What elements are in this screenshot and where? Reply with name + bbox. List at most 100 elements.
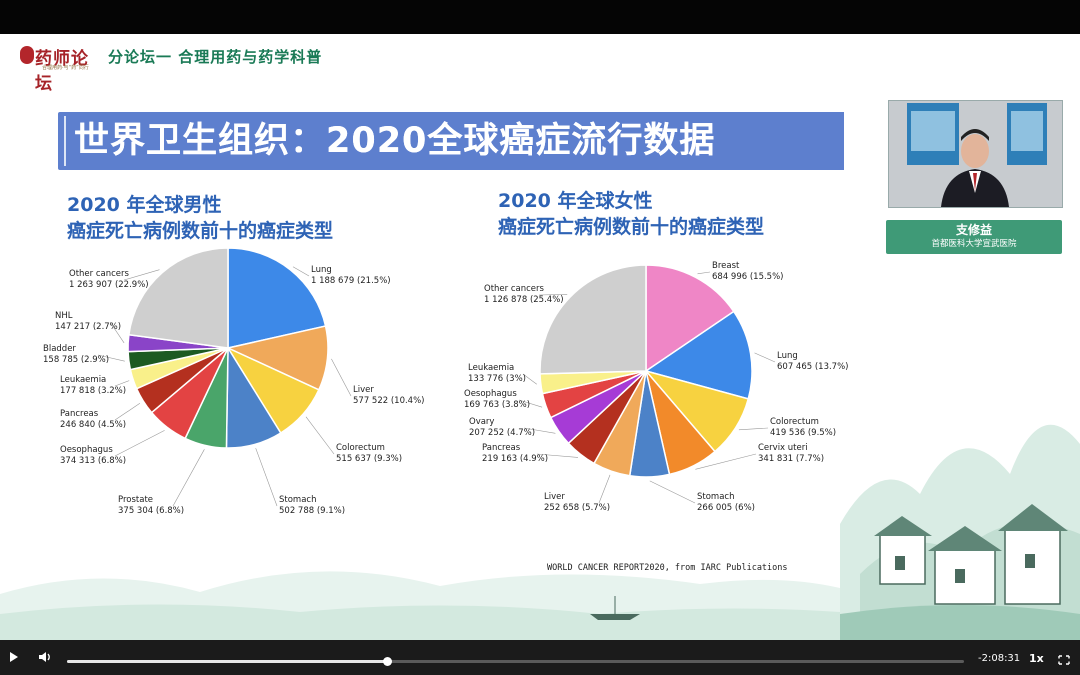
webcam-scene (889, 101, 1062, 207)
female-label-name: Cervix uteri (758, 443, 808, 453)
female-label-value: 266 005 (6%) (697, 503, 755, 513)
female-label-value: 684 996 (15.5%) (712, 272, 784, 282)
male-leader-line (305, 416, 335, 455)
female-label-name: Oesophagus (464, 389, 517, 399)
speaker-name: 支修益 (955, 223, 992, 237)
female-leader-line (598, 474, 611, 504)
male-label-name: Pancreas (60, 409, 99, 419)
logo-seal-icon (20, 46, 34, 64)
male-leader-line (109, 321, 125, 344)
video-controls: -2:08:31 1x (0, 640, 1080, 675)
female-leader-line (695, 453, 757, 470)
female-label-name: Lung (777, 351, 798, 361)
male-pie-slice-other-cancers (128, 247, 229, 349)
forum-logo: 药师论坛 合理用药·与“药”同行 (20, 44, 98, 94)
female-label-value: 169 763 (3.8%) (464, 400, 530, 410)
female-leader-line (536, 453, 579, 458)
female-pie-slice-other-cancers (539, 264, 647, 375)
time-remaining: -2:08:31 (978, 653, 1021, 664)
male-label-name: Stomach (279, 495, 316, 505)
female-leader-line (522, 373, 537, 385)
male-label-value: 177 818 (3.2%) (60, 386, 126, 396)
male-label-value: 577 522 (10.4%) (353, 396, 425, 406)
male-label-name: Bladder (43, 344, 76, 354)
male-label-name: Lung (311, 265, 332, 275)
male-subtitle-line1: 2020 年全球男性 (67, 194, 222, 216)
female-label-value: 219 163 (4.9%) (482, 454, 548, 464)
male-chart-subtitle: 2020 年全球男性 癌症死亡病例数前十的癌症类型 (67, 192, 333, 244)
female-label-name: Pancreas (482, 443, 521, 453)
male-label-name: Colorectum (336, 443, 385, 453)
female-leader-line (738, 427, 769, 431)
male-leader-line (114, 380, 130, 387)
male-label-value: 158 785 (2.9%) (43, 355, 109, 365)
ink-landscape-decoration (840, 424, 1080, 640)
female-label-value: 1 126 878 (25.4%) (484, 295, 564, 305)
male-label-name: Liver (353, 385, 374, 395)
source-citation: WORLD CANCER REPORT2020, from IARC Publi… (547, 563, 788, 573)
slide-title-band: 世界卫生组织：2020全球癌症流行数据 (58, 112, 844, 170)
female-subtitle-line1: 2020 年全球女性 (498, 190, 653, 212)
female-label-value: 133 776 (3%) (468, 374, 526, 384)
male-leader-line (172, 449, 205, 507)
male-leader-line (114, 430, 165, 457)
male-pie-slice-lung (227, 247, 327, 349)
female-label-name: Liver (544, 492, 565, 502)
female-leader-line (697, 271, 711, 275)
female-pie-slice-lung (644, 310, 753, 400)
male-leader-line (255, 448, 278, 507)
volume-icon[interactable] (38, 650, 52, 664)
speaker-nameplate: 支修益 首都医科大学宣武医院 (886, 220, 1062, 254)
male-subtitle-line2: 癌症死亡病例数前十的癌症类型 (67, 220, 334, 242)
playback-speed-button[interactable]: 1x (1029, 652, 1044, 665)
male-label-value: 1 263 907 (22.9%) (69, 280, 149, 290)
male-label-value: 374 313 (6.8%) (60, 456, 126, 466)
male-label-value: 502 788 (9.1%) (279, 506, 345, 516)
female-leader-line (518, 399, 543, 408)
female-label-name: Other cancers (484, 284, 545, 294)
progress-track[interactable] (67, 657, 964, 666)
female-label-value: 252 658 (5.7%) (544, 503, 610, 513)
top-black-bar (0, 0, 1080, 34)
female-label-value: 607 465 (13.7%) (777, 362, 849, 372)
female-pie-slice-breast (645, 264, 735, 373)
logo-text: 药师论坛 (35, 49, 89, 94)
male-label-value: 246 840 (4.5%) (60, 420, 126, 430)
logo-subtext: 合理用药·与“药”同行 (42, 65, 89, 71)
female-label-name: Leukaemia (468, 363, 514, 373)
female-leader-line (523, 427, 556, 434)
progress-thumb[interactable] (383, 657, 393, 666)
male-leader-line (97, 354, 125, 362)
speaker-webcam (888, 100, 1063, 208)
female-label-name: Breast (712, 261, 740, 271)
slide-title: 世界卫生组织：2020全球癌症流行数据 (66, 112, 844, 170)
female-subtitle-line2: 癌症死亡病例数前十的癌症类型 (498, 216, 765, 238)
male-leader-line (292, 266, 310, 277)
fullscreen-icon[interactable] (1058, 655, 1070, 665)
speaker-institution: 首都医科大学宣武医院 (931, 239, 1017, 249)
male-label-name: Prostate (118, 495, 153, 505)
slide: 药师论坛 合理用药·与“药”同行 分论坛一 合理用药与药学科普 世界卫生组织：2… (0, 34, 1080, 640)
male-label-name: Oesophagus (60, 445, 113, 455)
female-label-value: 341 831 (7.7%) (758, 454, 824, 464)
male-leader-line (114, 403, 141, 421)
male-label-name: Other cancers (69, 269, 130, 279)
female-label-value: 207 252 (4.7%) (469, 428, 535, 438)
male-label-value: 375 304 (6.8%) (118, 506, 184, 516)
male-label-value: 147 217 (2.7%) (55, 322, 121, 332)
forum-title: 分论坛一 合理用药与药学科普 (108, 48, 323, 66)
male-label-name: Leukaemia (60, 375, 106, 385)
female-leader-line (649, 480, 696, 504)
male-label-name: NHL (55, 311, 73, 321)
female-label-name: Ovary (469, 417, 494, 427)
male-label-value: 1 188 679 (21.5%) (311, 276, 391, 286)
female-leader-line (754, 352, 776, 363)
male-leader-line (331, 358, 352, 397)
female-label-name: Stomach (697, 492, 734, 502)
female-leader-line (538, 294, 568, 296)
male-label-value: 515 637 (9.3%) (336, 454, 402, 464)
play-icon[interactable] (10, 652, 18, 662)
progress-played (67, 660, 388, 663)
female-label-name: Colorectum (770, 417, 819, 427)
